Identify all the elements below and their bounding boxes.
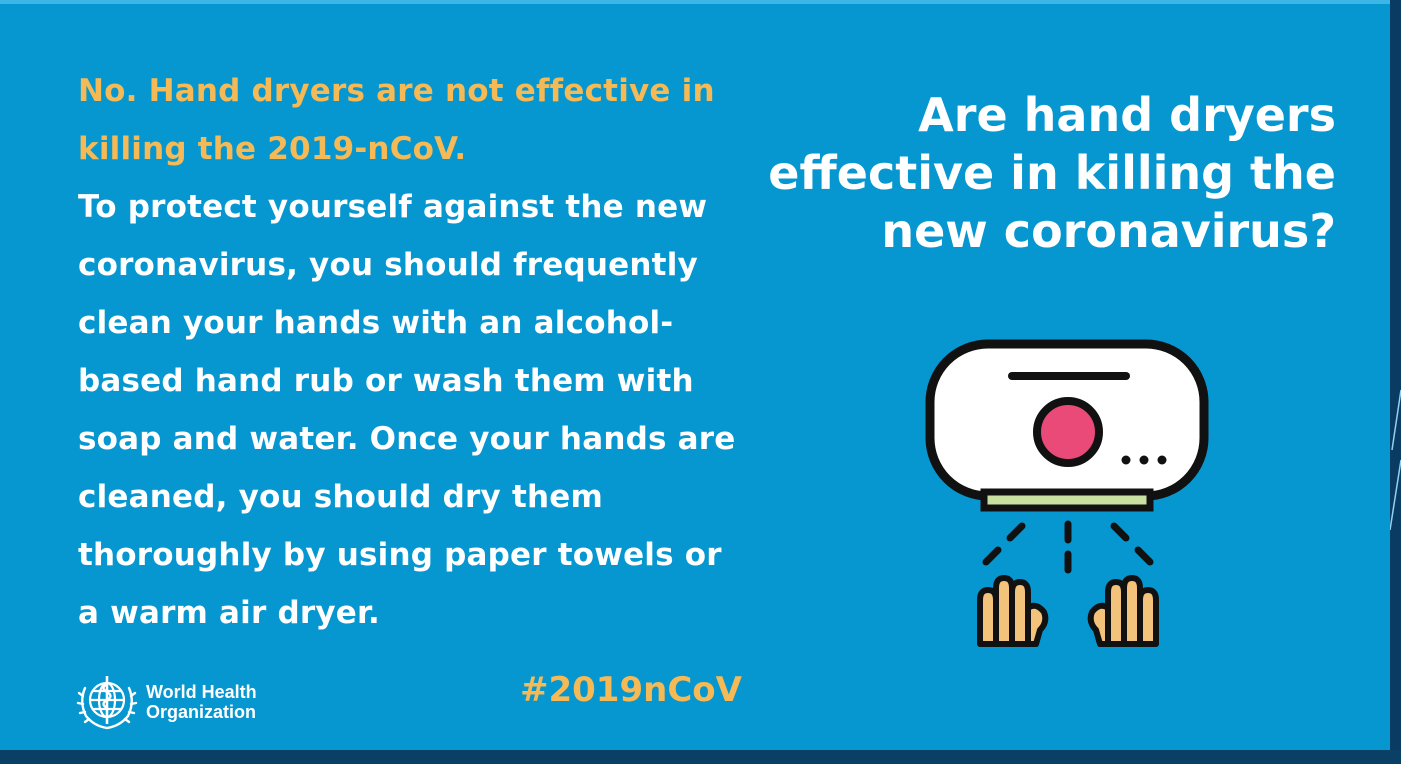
answer-lead: No. Hand dryers are not effective in kil… — [78, 73, 715, 167]
air-streams — [982, 520, 1154, 574]
hand-dryer-icon — [925, 339, 1209, 647]
dryer-dot — [1121, 455, 1131, 465]
dryer-nozzle — [980, 488, 1154, 512]
slide-edge-lines — [1390, 389, 1401, 531]
infographic-card: No. Hand dryers are not effective in kil… — [0, 0, 1390, 750]
who-logo-text: World Health Organization — [146, 682, 257, 722]
answer-body: To protect yourself against the new coro… — [78, 189, 736, 631]
dryer-dot — [1139, 455, 1149, 465]
answer-block: No. Hand dryers are not effective in kil… — [78, 62, 738, 642]
right-hand — [1087, 575, 1159, 647]
dryer-button — [1033, 397, 1103, 467]
hashtag: #2019nCoV — [520, 670, 742, 710]
who-emblem-icon — [76, 676, 138, 730]
bottom-shade — [0, 750, 1401, 764]
question-title: Are hand dryers effective in killing the… — [768, 88, 1336, 258]
who-logo: World Health Organization — [76, 668, 276, 734]
dryer-dot — [1157, 455, 1167, 465]
left-hand — [977, 575, 1049, 647]
top-band — [0, 0, 1390, 4]
